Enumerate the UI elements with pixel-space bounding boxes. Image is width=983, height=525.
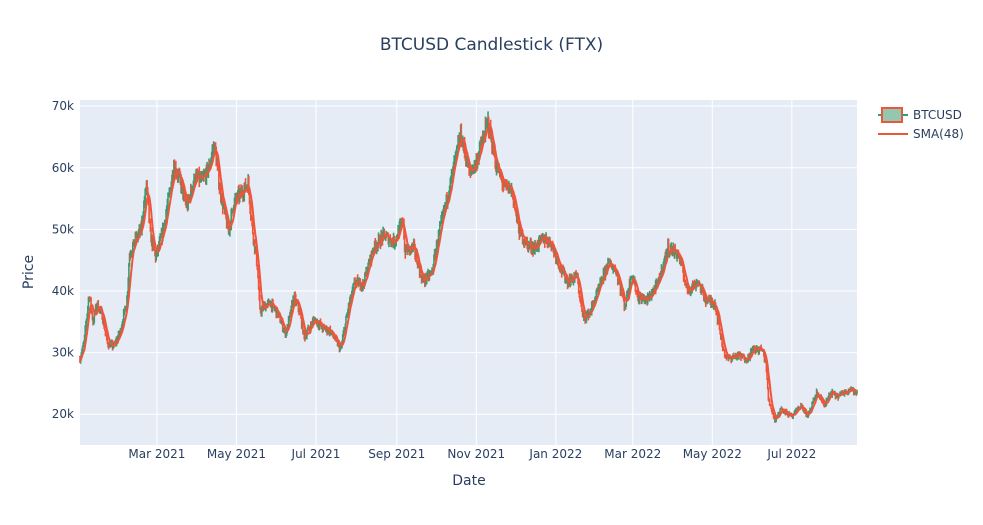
legend-label-sma: SMA(48) (913, 127, 964, 141)
legend-item-btcusd[interactable]: BTCUSD (878, 107, 962, 123)
gridlines (80, 100, 857, 445)
candlestick-series (79, 111, 858, 423)
x-tick-label: Jul 2021 (291, 447, 341, 461)
x-axis-title: Date (452, 473, 485, 489)
x-tick-label: Mar 2022 (604, 447, 661, 461)
y-tick-label: 20k (52, 407, 74, 421)
x-tick-label: May 2021 (207, 447, 266, 461)
x-tick-label: Jan 2022 (528, 447, 582, 461)
x-axis-ticks: Mar 2021 May 2021 Jul 2021 Sep 2021 Nov 2021… (128, 447, 816, 461)
legend-btcusd-candle-icon (881, 107, 903, 123)
x-tick-label: Jul 2022 (766, 447, 816, 461)
legend-label-btcusd: BTCUSD (913, 108, 962, 122)
x-tick-label: May 2022 (683, 447, 742, 461)
legend[interactable]: BTCUSD SMA(48) (878, 107, 964, 141)
x-tick-label: Nov 2021 (447, 447, 505, 461)
y-tick-label: 50k (52, 222, 74, 236)
y-axis-ticks: 20k 30k 40k 50k 60k 70k (52, 99, 74, 421)
y-tick-label: 40k (52, 284, 74, 298)
sma-series (79, 122, 858, 419)
y-axis-title: Price (21, 255, 37, 289)
y-tick-label: 70k (52, 99, 74, 113)
chart-title: BTCUSD Candlestick (FTX) (380, 35, 603, 55)
x-tick-label: Sep 2021 (368, 447, 425, 461)
legend-item-sma[interactable]: SMA(48) (878, 127, 964, 141)
x-tick-label: Mar 2021 (128, 447, 185, 461)
sma-line (79, 122, 858, 419)
y-tick-label: 30k (52, 346, 74, 360)
plot-area (80, 100, 857, 445)
y-tick-label: 60k (52, 161, 74, 175)
